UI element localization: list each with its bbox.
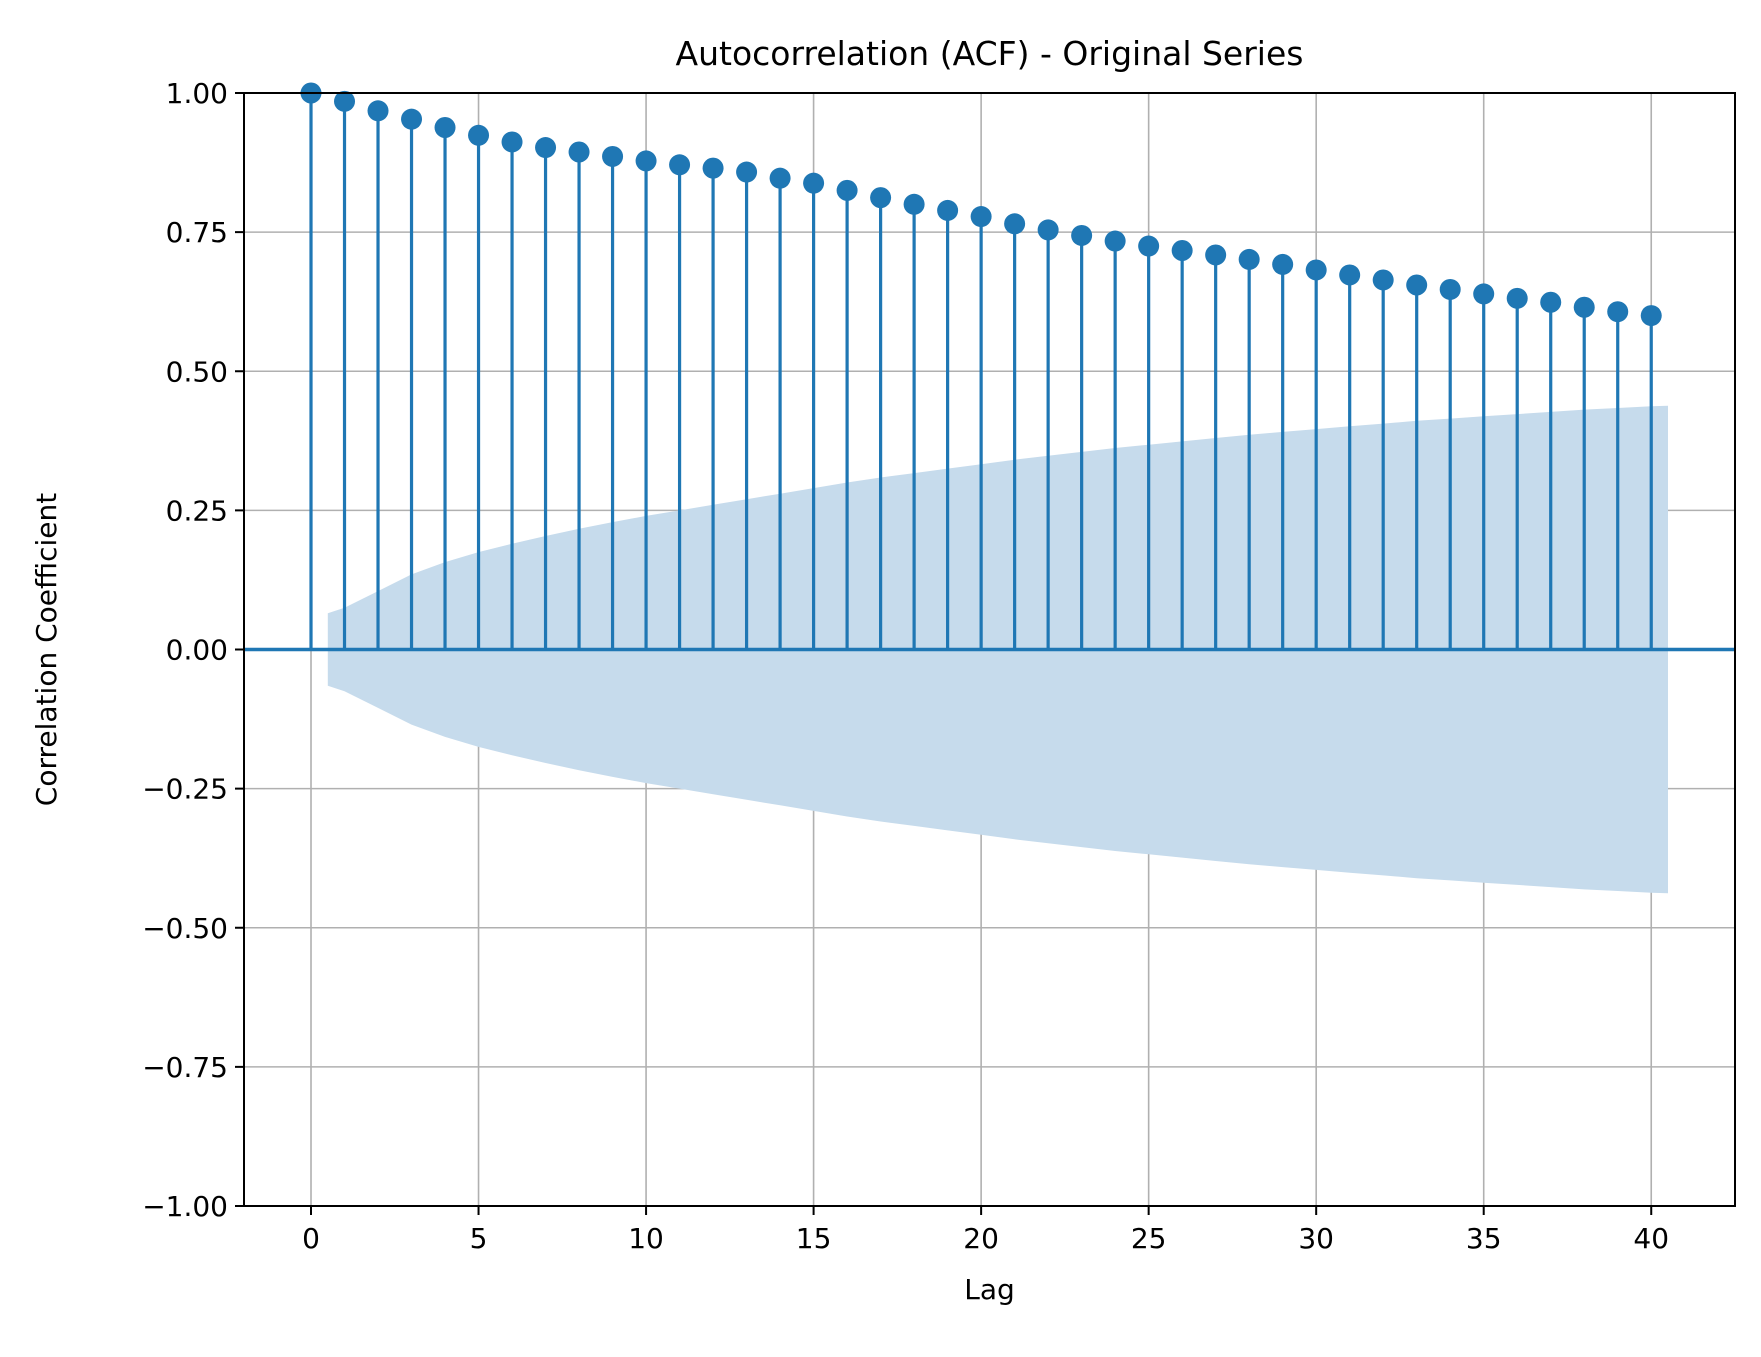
acf-marker (1640, 305, 1662, 327)
x-tick-label: 5 (470, 1222, 488, 1255)
acf-marker (434, 117, 456, 139)
acf-marker (1372, 269, 1394, 291)
y-tick-label: 0.75 (166, 216, 228, 249)
stems (309, 93, 1653, 650)
y-tick-label: 0.50 (166, 355, 228, 388)
acf-marker (535, 137, 557, 159)
x-tick-label: 40 (1633, 1222, 1669, 1255)
x-tick-label: 20 (963, 1222, 999, 1255)
y-axis-label: Correlation Coefficient (30, 493, 63, 806)
y-tick-label: 0.00 (166, 634, 228, 667)
acf-marker (1607, 301, 1629, 323)
acf-marker (1004, 213, 1026, 235)
ticks: 0 5 10 15 20 25 30 35 40 −1.00 −0.75 −0.50 −0.25 0.00… (142, 77, 1669, 1255)
acf-marker (669, 154, 691, 176)
acf-marker (702, 157, 724, 179)
y-tick-label: −0.25 (142, 773, 228, 806)
chart-title: Autocorrelation (ACF) - Original Series (676, 34, 1304, 73)
acf-marker (769, 167, 791, 189)
acf-marker (501, 131, 523, 153)
x-tick-label: 25 (1131, 1222, 1167, 1255)
y-tick-label: −1.00 (142, 1190, 228, 1223)
y-tick-label: −0.50 (142, 912, 228, 945)
acf-marker (1037, 219, 1059, 241)
markers (300, 82, 1662, 327)
acf-marker (568, 141, 590, 163)
y-tick-label: −0.75 (142, 1051, 228, 1084)
acf-marker (1171, 239, 1193, 261)
acf-marker (1305, 259, 1327, 281)
acf-marker (1439, 278, 1461, 300)
acf-marker (937, 199, 959, 221)
acf-marker (334, 90, 356, 112)
acf-marker (870, 187, 892, 209)
acf-marker (401, 108, 423, 130)
y-tick-label: 1.00 (166, 77, 228, 110)
acf-marker (1540, 291, 1562, 313)
acf-marker (1138, 235, 1160, 257)
x-tick-label: 15 (796, 1222, 832, 1255)
acf-marker (1339, 264, 1361, 286)
acf-marker (1573, 296, 1595, 318)
x-tick-label: 30 (1298, 1222, 1334, 1255)
acf-marker (803, 172, 825, 194)
acf-marker (736, 161, 758, 183)
acf-marker (1506, 287, 1528, 309)
acf-marker (1238, 248, 1260, 270)
acf-marker (1272, 253, 1294, 275)
acf-marker (1473, 283, 1495, 305)
acf-marker (1205, 244, 1227, 266)
x-tick-label: 35 (1466, 1222, 1502, 1255)
acf-marker (602, 145, 624, 167)
y-tick-label: 0.25 (166, 494, 228, 527)
acf-marker (1104, 230, 1126, 252)
acf-marker (1071, 224, 1093, 246)
acf-marker (367, 100, 389, 122)
acf-marker (970, 206, 992, 228)
x-tick-label: 0 (302, 1222, 320, 1255)
acf-marker (836, 179, 858, 201)
acf-marker (468, 124, 490, 146)
acf-marker (635, 150, 657, 172)
acf-marker (1406, 274, 1428, 296)
x-tick-label: 10 (628, 1222, 664, 1255)
acf-marker (903, 193, 925, 215)
x-axis-label: Lag (964, 1273, 1015, 1306)
